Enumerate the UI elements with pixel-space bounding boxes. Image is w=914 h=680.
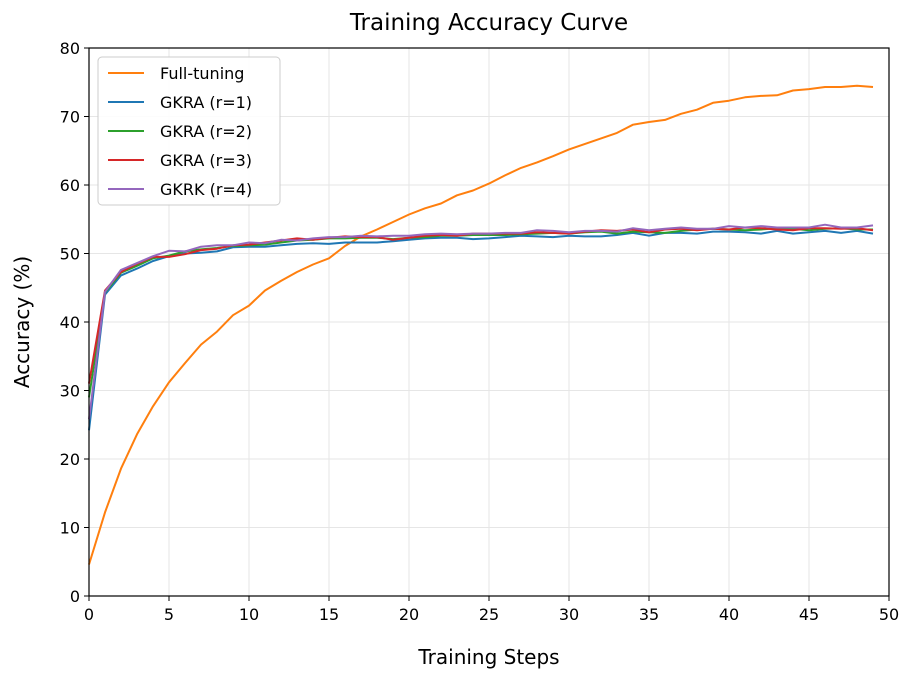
x-tick-label: 25 — [479, 605, 499, 624]
x-tick-label: 5 — [164, 605, 174, 624]
legend-label-gkra-r-1: GKRA (r=1) — [160, 93, 252, 112]
y-tick-label: 80 — [60, 39, 80, 58]
legend-label-gkra-r-2: GKRA (r=2) — [160, 122, 252, 141]
series-line-gkrk-r-4 — [88, 223, 874, 420]
y-tick-label: 10 — [60, 519, 80, 538]
y-tick-label: 20 — [60, 450, 80, 469]
y-tick-label: 0 — [70, 587, 80, 606]
legend-box — [97, 56, 281, 206]
y-tick-label: 40 — [60, 313, 80, 332]
chart-title: Training Accuracy Curve — [349, 10, 628, 36]
x-tick-label: 20 — [399, 605, 419, 624]
x-tick-label: 15 — [319, 605, 339, 624]
y-tick-label: 30 — [60, 382, 80, 401]
x-tick-label: 50 — [879, 605, 899, 624]
y-tick-label: 50 — [60, 245, 80, 264]
x-tick-label: 35 — [639, 605, 659, 624]
legend: Full-tuning GKRA (r=1) GKRA (r=2) GKRA (r=3… — [97, 56, 281, 206]
lines-layer — [88, 84, 874, 565]
legend-label-gkrk-r-4: GKRK (r=4) — [160, 180, 252, 199]
y-axis-title: Accuracy (%) — [10, 256, 34, 388]
y-tick-label: 70 — [60, 108, 80, 127]
ticks-layer: 0 5 10 15 20 25 30 35 40 45 50 0 10 20 30 40 50 60 70 80 — [60, 39, 900, 624]
series-line-gkra-r-1 — [88, 229, 874, 431]
legend-label-full-tuning: Full-tuning — [160, 64, 244, 83]
y-tick-label: 60 — [60, 176, 80, 195]
legend-label-gkra-r-3: GKRA (r=3) — [160, 151, 252, 170]
x-axis-title: Training Steps — [417, 645, 559, 669]
x-tick-label: 40 — [719, 605, 739, 624]
x-tick-label: 10 — [239, 605, 259, 624]
x-tick-label: 45 — [799, 605, 819, 624]
series-line-full-tuning — [88, 84, 874, 565]
x-tick-label: 0 — [84, 605, 94, 624]
x-tick-label: 30 — [559, 605, 579, 624]
